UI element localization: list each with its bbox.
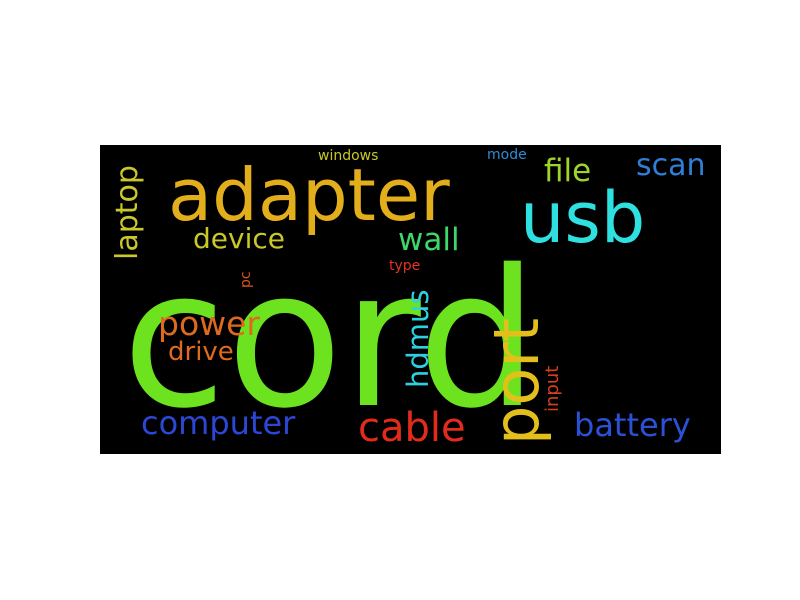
word-input: input [542,366,563,412]
word-power: power [158,304,260,343]
word-type: type [389,258,420,274]
word-computer: computer [141,404,296,442]
word-pc: pc [238,271,254,288]
word-laptop: laptop [110,165,145,260]
word-hdmus: hdmus [401,289,435,388]
word-cord: cord [122,229,538,450]
word-wall: wall [398,222,460,258]
word-port: port [480,318,553,445]
word-adapter: adapter [168,153,450,237]
word-cloud-words: cord adapter usb port laptop device wall… [110,147,706,451]
word-cloud-background [100,145,721,454]
word-usb: usb [520,177,645,259]
word-windows: windows [318,148,378,164]
word-drive: drive [168,337,234,367]
word-cable: cable [358,405,466,451]
word-file: file [544,153,591,189]
word-mode: mode [487,147,527,163]
word-device: device [193,222,285,255]
word-scan: scan [636,148,706,183]
word-battery: battery [574,406,691,444]
